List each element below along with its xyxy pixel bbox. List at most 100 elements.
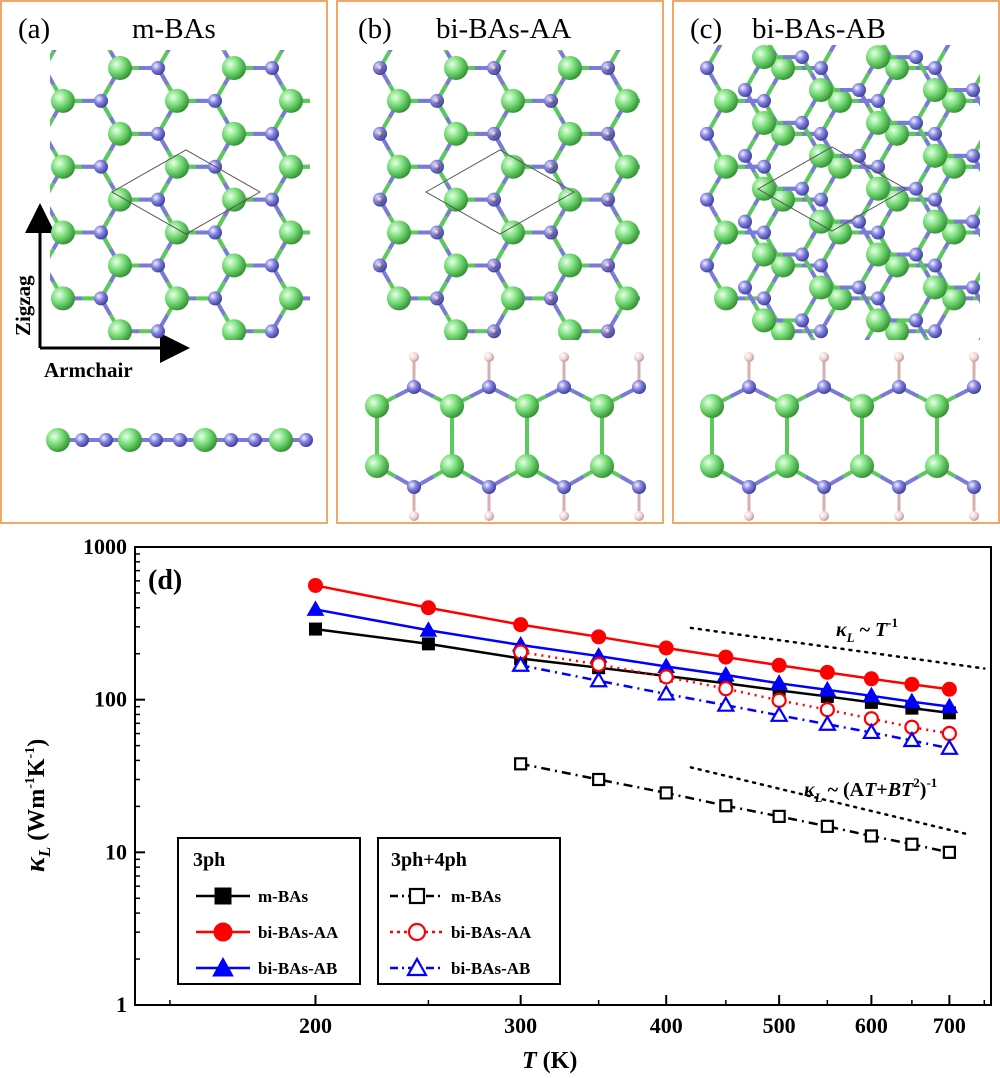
b-atom (909, 181, 923, 196)
legend-marker (212, 956, 234, 977)
as-atom (444, 121, 468, 146)
as-atom (714, 154, 738, 179)
b-atom (738, 280, 752, 295)
bond (339, 52, 349, 68)
b-atom (967, 380, 981, 394)
data-point (940, 697, 959, 714)
bond (50, 182, 56, 194)
bond (983, 172, 993, 188)
b-atom-cap (376, 130, 384, 138)
x-tick-label: 700 (933, 1013, 966, 1038)
structure-a-side (46, 428, 313, 452)
b-atom (208, 93, 222, 108)
bond (978, 337, 980, 340)
data-point (718, 649, 734, 665)
b-atom-cap (604, 130, 612, 138)
as-atom (850, 454, 874, 478)
data-point (589, 671, 609, 688)
b-atom-cap (490, 130, 498, 138)
b-atom (928, 258, 942, 273)
bond (983, 123, 993, 139)
h-atom (819, 352, 829, 362)
as-atom (558, 56, 582, 80)
as-atom (46, 428, 70, 452)
b-atom (795, 50, 809, 65)
as-atom (942, 88, 966, 113)
legend-marker (214, 887, 232, 905)
b-atom-cap (490, 327, 498, 335)
data-point (864, 829, 878, 843)
b-atom (909, 50, 923, 65)
bond (51, 50, 57, 53)
data-point (941, 725, 957, 742)
as-atom (269, 428, 293, 452)
legend-4ph-item-bi-bas-aa: bi-BAs-AA (451, 923, 532, 942)
as-atom (752, 308, 776, 333)
b-atom (871, 225, 885, 240)
b-atom (966, 148, 980, 163)
as-atom (885, 56, 909, 80)
bond (983, 255, 993, 271)
b-atom (852, 280, 866, 295)
b-atom (557, 380, 571, 394)
data-point (819, 702, 835, 718)
as-atom (714, 286, 738, 311)
as-atom (51, 154, 75, 179)
bond (983, 106, 993, 122)
as-atom (165, 286, 189, 311)
b-atom (738, 148, 752, 163)
bond (50, 140, 56, 152)
h-atom (409, 352, 419, 362)
b-atom-cap (433, 163, 441, 171)
b-atom (966, 83, 980, 97)
b-atom (817, 480, 831, 494)
legend-marker (407, 922, 427, 942)
b-atom-cap (547, 294, 555, 302)
bond (983, 304, 993, 320)
bond (983, 255, 993, 271)
unit-cell-a (110, 149, 262, 235)
data-point (513, 617, 529, 633)
data-point (659, 786, 673, 800)
b-atom (852, 83, 866, 97)
as-atom (771, 187, 795, 212)
legend-marker (406, 956, 428, 977)
as-atom (515, 394, 539, 418)
b-atom (909, 247, 923, 262)
structure-b-top (373, 50, 640, 340)
legend-4ph-box (377, 837, 561, 985)
as-atom (775, 394, 799, 418)
b-atom (265, 192, 279, 207)
bond (983, 57, 993, 73)
series-line (520, 650, 950, 735)
data-point (863, 671, 879, 687)
b-atom (966, 214, 980, 229)
as-atom (108, 187, 132, 212)
as-atom (387, 220, 411, 245)
data-series (306, 577, 959, 859)
data-point (862, 686, 881, 703)
ref1-annotation: κL ~ T-1 (836, 615, 898, 645)
as-atom (222, 187, 246, 212)
data-point (772, 809, 786, 823)
as-atom (444, 187, 468, 212)
bond (809, 335, 816, 340)
h-atom (559, 352, 569, 362)
legend-marker (213, 922, 233, 942)
b-atom-cap (490, 64, 498, 72)
as-atom (700, 394, 724, 418)
b-atom (795, 181, 809, 196)
h-atom (559, 511, 569, 521)
bond (50, 271, 56, 283)
b-atom-cap (376, 196, 384, 204)
as-atom (165, 88, 189, 113)
b-atom-cap (490, 196, 498, 204)
bond (107, 50, 113, 53)
bond (983, 106, 993, 122)
b-atom (94, 93, 108, 108)
as-atom (615, 154, 639, 179)
h-atom (484, 352, 494, 362)
b-atom-cap (547, 163, 555, 171)
b-atom (966, 280, 980, 295)
bond (339, 249, 349, 265)
